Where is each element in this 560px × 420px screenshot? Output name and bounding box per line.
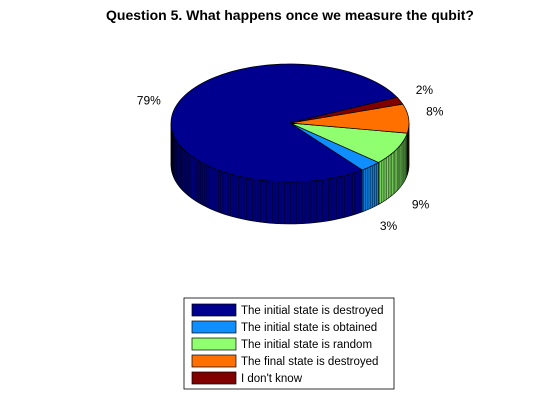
slice-label-4: 2% <box>416 83 434 97</box>
legend-swatch-4 <box>191 371 237 385</box>
legend-label-2: The initial state is random <box>241 339 372 351</box>
pie-slice-2 <box>289 122 408 163</box>
pie-side-facets-3 <box>407 124 410 174</box>
legend-swatch-3 <box>191 354 237 368</box>
legend-label-4: I don't know <box>241 373 303 385</box>
legend-swatch-1 <box>191 320 237 334</box>
slice-label-0: 79% <box>137 93 161 107</box>
legend-label-0: The initial state is destroyed <box>241 305 384 317</box>
legend-swatch-2 <box>191 337 237 351</box>
legend-label-3: The final state is destroyed <box>241 356 378 368</box>
legend-swatch-0 <box>191 303 237 317</box>
pie-slice-3 <box>289 103 410 134</box>
chart-title: Question 5. What happens once we measure… <box>106 7 474 23</box>
slice-label-3: 8% <box>426 105 444 119</box>
slice-label-2: 9% <box>412 197 430 211</box>
pie-side-facets-2 <box>379 134 407 204</box>
legend: The initial state is destroyed The initia… <box>183 297 395 390</box>
pie-side-facets-1 <box>363 163 377 212</box>
pie-slice-1 <box>289 122 380 171</box>
pie-sides <box>170 122 410 225</box>
slice-label-1: 3% <box>380 219 398 233</box>
pie-side-facets-0 <box>170 124 361 224</box>
pie-labels: 79% 3% 9% 8% 2% <box>137 83 444 233</box>
legend-label-1: The initial state is obtained <box>241 322 377 334</box>
pie-slice-0 <box>170 63 398 183</box>
pie-slice-4 <box>289 96 404 124</box>
pie-slices <box>170 63 410 183</box>
